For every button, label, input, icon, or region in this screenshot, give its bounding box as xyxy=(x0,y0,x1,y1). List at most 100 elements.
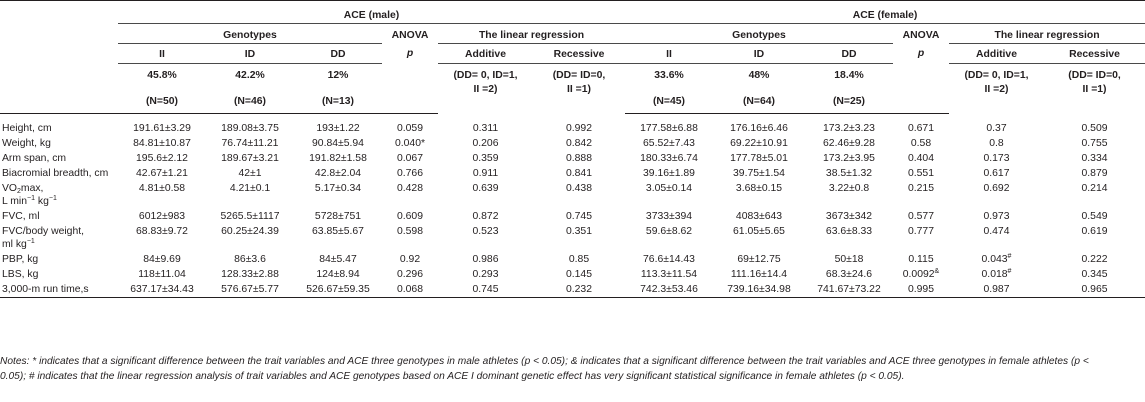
cell-value: 118±11.04 xyxy=(138,269,186,280)
cell-m-add: 0.986 xyxy=(438,252,533,267)
cell-m-ii: 195.6±2.12 xyxy=(118,151,206,166)
cell-f-add: 0.37 xyxy=(949,114,1044,137)
table-row: Biacromial breadth, cm 42.67±1.21 42±1 42.8… xyxy=(0,166,1145,181)
cell-m-p: 0.068 xyxy=(382,282,438,298)
female-genotypes-header: Genotypes xyxy=(625,23,893,44)
cell-value: 637.17±34.43 xyxy=(130,284,194,295)
cell-value: 0.068 xyxy=(396,284,423,295)
cell-value: 50±18 xyxy=(834,254,864,265)
row-trait-label: FVC, ml xyxy=(2,211,40,222)
cell-value: 5728±751 xyxy=(314,211,362,222)
cell-f-p: 0.404 xyxy=(893,151,949,166)
cell-m-ii: 637.17±34.43 xyxy=(118,282,206,298)
table-row: Height, cm 191.61±3.29 189.08±3.75 193±1.22… xyxy=(0,114,1145,137)
cell-m-p: 0.040* xyxy=(382,136,438,151)
cell-value: 0.973 xyxy=(983,211,1010,222)
cell-value: 69±12.75 xyxy=(737,254,781,265)
male-additive-code-line2: II =2) xyxy=(473,83,498,95)
row-trait-label: LBS, kg xyxy=(2,269,39,280)
cell-m-rec: 0.438 xyxy=(533,181,625,209)
female-ii-percent: 33.6% xyxy=(654,69,684,81)
male-recessive-label: Recessive xyxy=(533,43,625,64)
cell-value: 742.3±53.46 xyxy=(640,284,698,295)
cell-f-p: 0.215 xyxy=(893,181,949,209)
male-recessive-code-line1: (DD= ID=0, xyxy=(552,69,606,81)
cell-f-p: 0.115 xyxy=(893,252,949,267)
female-regression-header: The linear regression xyxy=(949,23,1145,44)
cell-f-add: 0.043# xyxy=(949,252,1044,267)
cell-f-p: 0.995 xyxy=(893,282,949,298)
female-additive-code: (DD= 0, ID=1, II =2) xyxy=(949,63,1044,114)
row-trait-label: Arm span, cm xyxy=(2,153,67,164)
cell-value: 4.21±0.1 xyxy=(229,183,271,194)
cell-m-p: 0.92 xyxy=(382,252,438,267)
cell-value: 0.173 xyxy=(983,153,1010,164)
male-dd-count: (N=13) xyxy=(294,89,382,114)
cell-value: 0.059 xyxy=(396,123,423,134)
cell-value: 0.671 xyxy=(907,123,934,134)
cell-f-dd: 741.67±73.22 xyxy=(805,282,893,298)
female-p-label: p xyxy=(917,48,925,59)
cell-f-ii: 39.16±1.89 xyxy=(625,166,713,181)
female-id-count: (N=64) xyxy=(713,89,805,114)
female-dd-percent: 18.4% xyxy=(834,69,864,81)
cell-value: 177.78±5.01 xyxy=(730,153,788,164)
male-additive-label: Additive xyxy=(438,43,533,64)
cell-m-ii: 68.83±9.72 xyxy=(118,224,206,252)
row-trait-label: FVC/body weight, ml kg−1 xyxy=(2,226,85,250)
cell-m-rec: 0.745 xyxy=(533,209,625,224)
cell-f-add: 0.692 xyxy=(949,181,1044,209)
cell-value: 42.67±1.21 xyxy=(136,168,188,179)
cell-value: 0.043 xyxy=(981,254,1008,265)
male-genotypes-header: Genotypes xyxy=(118,23,382,44)
cell-value: 0.609 xyxy=(396,211,423,222)
cell-f-id: 39.75±1.54 xyxy=(713,166,805,181)
cell-value: 90.84±5.94 xyxy=(312,138,364,149)
cell-value: 62.46±9.28 xyxy=(823,138,875,149)
cell-m-id: 76.74±11.21 xyxy=(206,136,294,151)
cell-value: 173.2±3.95 xyxy=(823,153,875,164)
notes-line-1: Notes: * indicates that a significant di… xyxy=(0,356,1089,367)
cell-value: 68.83±9.72 xyxy=(136,226,188,237)
cell-value: 42±1 xyxy=(238,168,262,179)
cell-value: 0.755 xyxy=(1081,138,1108,149)
cell-f-p: 0.0092& xyxy=(893,267,949,282)
cell-value: 0.639 xyxy=(472,183,499,194)
cell-value: 0.745 xyxy=(565,211,592,222)
cell-value: 0.92 xyxy=(399,254,421,265)
cell-f-id: 111.16±14.4 xyxy=(713,267,805,282)
cell-f-rec: 0.222 xyxy=(1044,252,1145,267)
cell-f-dd: 63.6±8.33 xyxy=(805,224,893,252)
cell-value: 0.232 xyxy=(565,284,592,295)
male-id-label: ID xyxy=(206,43,294,64)
cell-m-id: 4.21±0.1 xyxy=(206,181,294,209)
cell-f-add: 0.8 xyxy=(949,136,1044,151)
cell-value: 3.05±0.14 xyxy=(645,183,693,194)
cell-m-rec: 0.841 xyxy=(533,166,625,181)
cell-m-id: 128.33±2.88 xyxy=(206,267,294,282)
male-p-label: p xyxy=(406,48,414,59)
cell-f-id: 69±12.75 xyxy=(713,252,805,267)
cell-m-p: 0.428 xyxy=(382,181,438,209)
table-body: Height, cm 191.61±3.29 189.08±3.75 193±1.22… xyxy=(0,114,1145,298)
cell-f-rec: 0.619 xyxy=(1044,224,1145,252)
female-ii-label: II xyxy=(625,43,713,64)
cell-m-p: 0.296 xyxy=(382,267,438,282)
ace-genotype-table: ACE (male) ACE (female) Genotypes ANOVA … xyxy=(0,0,1145,298)
cell-value: 69.22±10.91 xyxy=(730,138,788,149)
cell-m-p: 0.598 xyxy=(382,224,438,252)
cell-m-add: 0.206 xyxy=(438,136,533,151)
cell-value: 0.37 xyxy=(986,122,1007,134)
female-id-percent: 48% xyxy=(748,69,770,81)
cell-m-add: 0.911 xyxy=(438,166,533,181)
female-id-label: ID xyxy=(713,43,805,64)
female-additive-label: Additive xyxy=(949,43,1044,64)
female-group-header: ACE (female) xyxy=(625,0,1145,24)
cell-value: 84±5.47 xyxy=(319,254,357,265)
cell-m-dd: 84±5.47 xyxy=(294,252,382,267)
cell-value: 0.018 xyxy=(981,269,1008,280)
cell-m-dd: 5728±751 xyxy=(294,209,382,224)
cell-value: 0.58 xyxy=(910,138,932,149)
cell-m-ii: 191.61±3.29 xyxy=(118,114,206,137)
